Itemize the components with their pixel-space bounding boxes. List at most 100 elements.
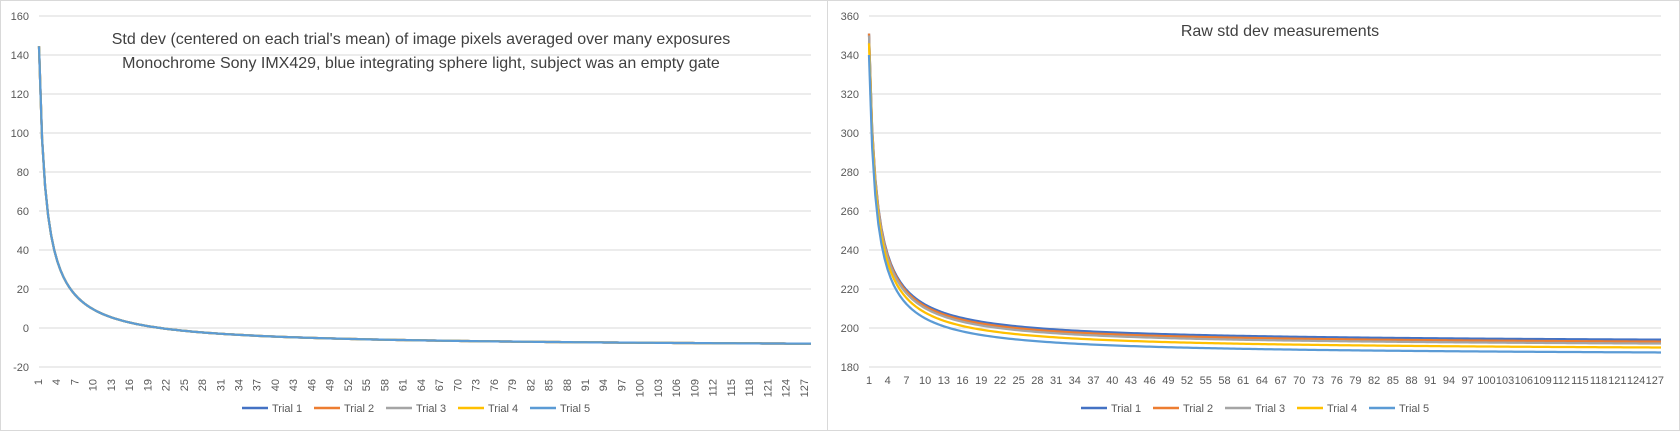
left-chart-panel: -20 0 20 40 60 80 100 120 140 160 1 4 7 10 13 16 19 22 25 2… — [0, 0, 828, 431]
x-tick-label: 97 — [1462, 375, 1474, 387]
x-tick-label: 103 — [1496, 375, 1514, 387]
x-tick-label: 49 — [1162, 375, 1174, 387]
series-line-trial-1 — [37, 46, 812, 345]
x-tick-label: 91 — [1424, 375, 1436, 387]
series-line-trial-1 — [867, 33, 1662, 341]
y-tick-label: 260 — [841, 206, 859, 218]
x-tick-label: 70 — [1293, 375, 1305, 387]
series-line-trial-4 — [37, 46, 812, 345]
x-tick-label: 25 — [1013, 375, 1025, 387]
x-tick-label: 118 — [1590, 375, 1608, 387]
y-tick-label: 160 — [11, 11, 29, 23]
x-tick-label: 91 — [580, 379, 592, 391]
series-line-trial-4 — [867, 43, 1662, 349]
legend-label: Trial 5 — [560, 403, 590, 415]
legend-label: Trial 1 — [1111, 403, 1141, 415]
x-tick-label: 106 — [671, 379, 683, 397]
x-tick-label: 127 — [1646, 375, 1664, 387]
y-tick-label: 180 — [841, 362, 859, 374]
x-tick-label: 7 — [69, 379, 81, 385]
x-tick-label: 106 — [1515, 375, 1533, 387]
x-tick-label: 100 — [635, 379, 647, 397]
x-tick-label: 127 — [799, 379, 811, 397]
series-line-trial-2 — [867, 33, 1662, 343]
x-tick-label: 94 — [1443, 375, 1455, 387]
x-tick-label: 55 — [1200, 375, 1212, 387]
y-tick-label: 360 — [841, 11, 859, 23]
x-tick-label: 85 — [544, 379, 556, 391]
x-tick-label: 13 — [938, 375, 950, 387]
x-tick-label: 79 — [1349, 375, 1361, 387]
legend-label: Trial 2 — [1183, 403, 1213, 415]
x-tick-label: 82 — [525, 379, 537, 391]
x-tick-label: 73 — [1312, 375, 1324, 387]
legend-label: Trial 2 — [344, 403, 374, 415]
y-tick-label: 40 — [17, 245, 29, 257]
y-tick-label: 200 — [841, 323, 859, 335]
x-tick-label: 121 — [762, 379, 774, 397]
y-tick-label: -20 — [13, 362, 29, 374]
x-tick-label: 34 — [1069, 375, 1081, 387]
x-tick-label: 22 — [994, 375, 1006, 387]
legend-label: Trial 4 — [488, 403, 518, 415]
y-tick-label: 80 — [17, 167, 29, 179]
x-tick-label: 16 — [124, 379, 136, 391]
x-tick-label: 115 — [726, 379, 738, 397]
legend-label: Trial 4 — [1327, 403, 1357, 415]
x-tick-label: 115 — [1571, 375, 1589, 387]
y-tick-label: 20 — [17, 284, 29, 296]
x-tick-label: 67 — [1274, 375, 1286, 387]
x-tick-label: 19 — [142, 379, 154, 391]
x-tick-label: 43 — [1125, 375, 1137, 387]
right-chart-panel: 180 200 220 240 260 280 300 320 340 360 1 4 7 10 13 16 1… — [827, 0, 1680, 431]
x-tick-label: 88 — [562, 379, 574, 391]
y-tick-label: 300 — [841, 128, 859, 140]
x-tick-label: 61 — [1237, 375, 1249, 387]
x-tick-label: 16 — [956, 375, 968, 387]
x-tick-label: 1 — [33, 379, 45, 385]
x-tick-label: 64 — [416, 379, 428, 391]
y-tick-label: 280 — [841, 167, 859, 179]
x-tick-label: 121 — [1608, 375, 1626, 387]
x-tick-label: 25 — [179, 379, 191, 391]
x-tick-label: 58 — [379, 379, 391, 391]
x-tick-label: 100 — [1477, 375, 1495, 387]
x-tick-label: 97 — [616, 379, 628, 391]
y-tick-label: 100 — [11, 128, 29, 140]
x-tick-label: 58 — [1218, 375, 1230, 387]
y-tick-label: 120 — [11, 89, 29, 101]
x-tick-label: 46 — [1144, 375, 1156, 387]
x-tick-label: 112 — [708, 379, 720, 397]
series-line-trial-3 — [867, 35, 1662, 345]
chart-title-line: Raw std dev measurements — [1181, 23, 1379, 40]
x-tick-label: 67 — [434, 379, 446, 391]
legend-label: Trial 1 — [272, 403, 302, 415]
x-tick-label: 109 — [1533, 375, 1551, 387]
x-tick-label: 64 — [1256, 375, 1268, 387]
x-tick-label: 55 — [361, 379, 373, 391]
series-line-trial-3 — [37, 46, 812, 345]
y-tick-label: 0 — [23, 323, 29, 335]
x-tick-label: 43 — [288, 379, 300, 391]
x-tick-label: 85 — [1387, 375, 1399, 387]
x-tick-label: 109 — [689, 379, 701, 397]
x-tick-label: 76 — [489, 379, 501, 391]
x-tick-label: 22 — [161, 379, 173, 391]
x-tick-label: 94 — [598, 379, 610, 391]
x-tick-label: 112 — [1552, 375, 1570, 387]
series-line-trial-5 — [37, 46, 812, 345]
x-tick-label: 13 — [106, 379, 118, 391]
x-tick-label: 4 — [885, 375, 891, 387]
x-tick-label: 88 — [1405, 375, 1417, 387]
x-tick-label: 19 — [975, 375, 987, 387]
y-tick-label: 340 — [841, 50, 859, 62]
x-tick-label: 37 — [252, 379, 264, 391]
series-line-trial-2 — [37, 46, 812, 345]
chart-title-line: Std dev (centered on each trial's mean) … — [112, 31, 731, 48]
x-tick-label: 28 — [1031, 375, 1043, 387]
x-tick-label: 103 — [653, 379, 665, 397]
y-tick-label: 320 — [841, 89, 859, 101]
x-tick-label: 118 — [744, 379, 756, 397]
legend-label: Trial 5 — [1399, 403, 1429, 415]
left-chart: -20 0 20 40 60 80 100 120 140 160 1 4 7 10 13 16 19 22 25 2… — [11, 11, 812, 415]
